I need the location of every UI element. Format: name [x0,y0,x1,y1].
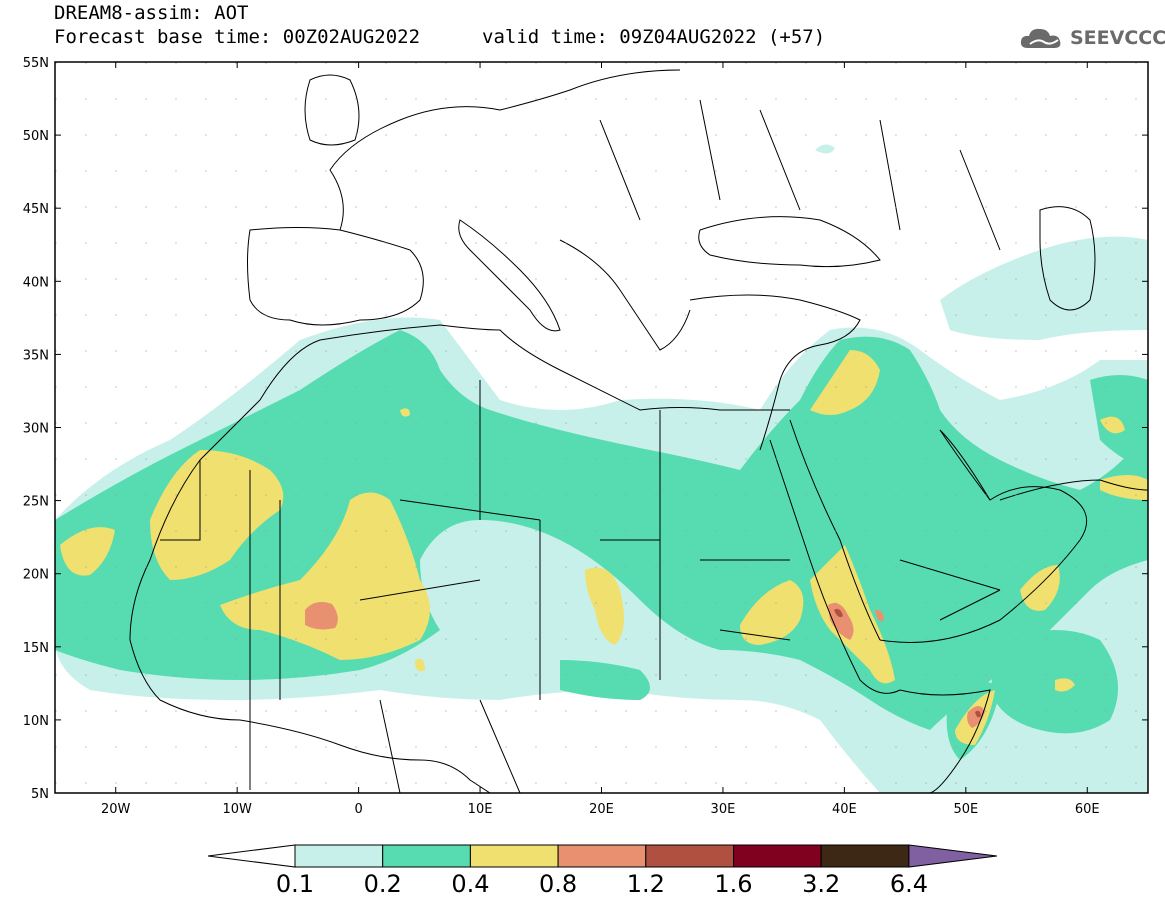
colorbar-label: 0.4 [451,870,489,898]
colorbar-label: 0.8 [539,870,577,898]
colorbar-swatch [382,844,471,868]
lon-label: 10W [222,802,252,817]
lat-label: 55N [23,56,49,71]
map-title: DREAM8-assim: AOT [54,2,249,24]
colorbar-label: 0.2 [364,870,402,898]
latitude-axis: 55N 50N 45N 40N 35N 30N 25N 20N 15N 10N 5N [23,56,1148,802]
lon-label: 0 [354,802,362,817]
colorbar-swatch [645,844,734,868]
lat-label: 20N [23,568,49,583]
lat-label: 50N [23,129,49,144]
grid [55,62,1148,793]
cloud-icon [1020,28,1061,48]
colorbar-swatch [557,844,647,868]
lat-label: 30N [23,422,49,437]
colorbar-swatch [294,844,384,868]
colorbar-swatch [820,844,910,868]
colorbar-label: 1.6 [714,870,752,898]
lat-label: 40N [23,275,49,290]
valid-time-label: valid time: 09Z04AUG2022 (+57) [482,26,826,48]
lon-label: 10E [468,802,493,817]
logo-text: SEEVCCC [1070,27,1165,49]
lat-label: 15N [23,641,49,656]
lon-label: 50E [953,802,978,817]
colorbar-swatch [733,844,822,868]
longitude-axis: 20W 10W 0 10E 20E 30E 40E 50E 60E [101,62,1100,817]
lon-label: 20E [589,802,614,817]
seevccc-logo: SEEVCCC [1018,24,1165,54]
colorbar-label: 6.4 [890,870,928,898]
colorbar-swatch [469,844,559,868]
lat-label: 25N [23,495,49,510]
lon-label: 20W [101,802,131,817]
lat-label: 5N [31,787,49,802]
lat-label: 45N [23,202,49,217]
lon-label: 60E [1075,802,1100,817]
lon-label: 30E [711,802,736,817]
colorbar-label: 3.2 [802,870,840,898]
lat-label: 35N [23,348,49,363]
colorbar-label: 1.2 [627,870,665,898]
colorbar-label: 0.1 [276,870,314,898]
lat-label: 10N [23,714,49,729]
lon-label: 40E [832,802,857,817]
base-time-label: Forecast base time: 00Z02AUG2022 [54,26,421,48]
colorbar: 0.1 0.2 0.4 0.8 1.2 1.6 3.2 6.4 [207,844,997,898]
colorbar-under-arrow [207,844,296,868]
colorbar-over-arrow [908,844,997,868]
